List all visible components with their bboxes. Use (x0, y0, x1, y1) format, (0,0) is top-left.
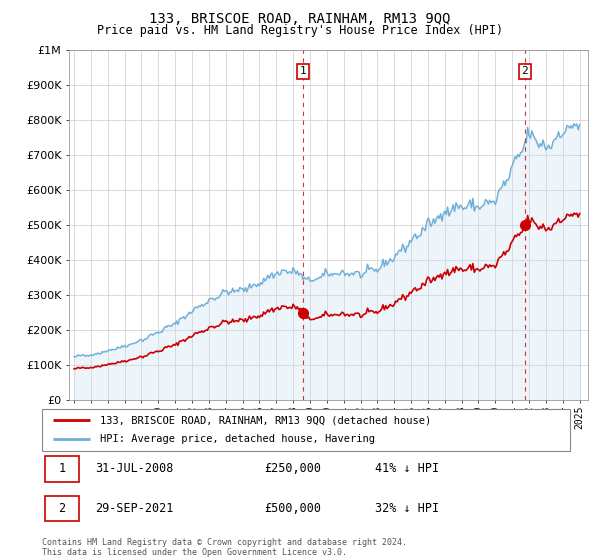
Text: 32% ↓ HPI: 32% ↓ HPI (374, 502, 439, 515)
Bar (44, 456, 79, 482)
Text: 1: 1 (299, 67, 307, 76)
Text: 29-SEP-2021: 29-SEP-2021 (95, 502, 173, 515)
Text: Contains HM Land Registry data © Crown copyright and database right 2024.
This d: Contains HM Land Registry data © Crown c… (42, 538, 407, 557)
Text: 31-JUL-2008: 31-JUL-2008 (95, 463, 173, 475)
Text: 133, BRISCOE ROAD, RAINHAM, RM13 9QQ (detached house): 133, BRISCOE ROAD, RAINHAM, RM13 9QQ (de… (100, 415, 431, 425)
Text: 2: 2 (521, 67, 528, 76)
Text: £500,000: £500,000 (264, 502, 321, 515)
Text: 41% ↓ HPI: 41% ↓ HPI (374, 463, 439, 475)
Text: 2: 2 (58, 502, 65, 515)
Text: £250,000: £250,000 (264, 463, 321, 475)
Bar (44, 496, 79, 521)
Text: HPI: Average price, detached house, Havering: HPI: Average price, detached house, Have… (100, 435, 375, 445)
Text: 1: 1 (58, 463, 65, 475)
Text: Price paid vs. HM Land Registry's House Price Index (HPI): Price paid vs. HM Land Registry's House … (97, 24, 503, 36)
Text: 133, BRISCOE ROAD, RAINHAM, RM13 9QQ: 133, BRISCOE ROAD, RAINHAM, RM13 9QQ (149, 12, 451, 26)
